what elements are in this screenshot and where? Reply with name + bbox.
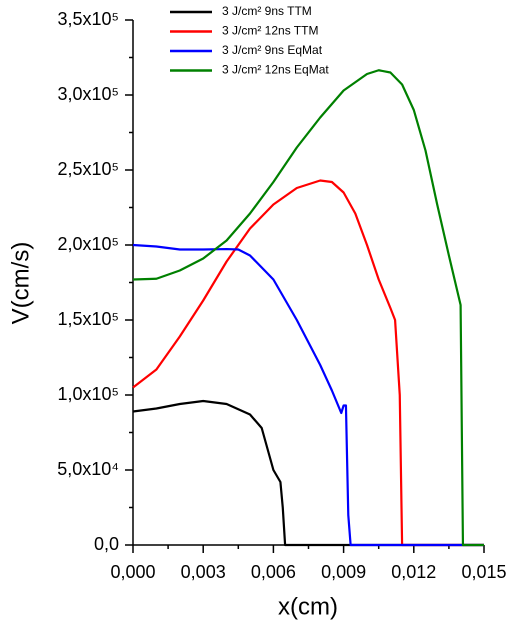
y-tick-label: 5,0x10⁴ xyxy=(57,459,119,479)
x-tick-label: 0,009 xyxy=(321,562,366,582)
y-tick-label: 3,0x10⁵ xyxy=(57,84,119,104)
x-tick-label: 0,000 xyxy=(110,562,155,582)
legend-label: 3 J/cm² 12ns TTM xyxy=(222,24,318,38)
y-tick-label: 1,0x10⁵ xyxy=(57,384,119,404)
series-line xyxy=(132,399,484,547)
y-tick-label: 0,0 xyxy=(94,534,119,554)
x-tick-label: 0,003 xyxy=(181,562,226,582)
y-axis-title: V(cm/s) xyxy=(7,242,34,325)
y-tick-label: 3,5x10⁵ xyxy=(57,9,119,29)
series-line xyxy=(132,179,484,547)
y-tick-label: 2,5x10⁵ xyxy=(57,159,119,179)
legend-label: 3 J/cm² 9ns TTM xyxy=(222,4,312,18)
series-line xyxy=(132,243,484,547)
x-tick-label: 0,015 xyxy=(461,562,506,582)
x-axis-title: x(cm) xyxy=(278,593,338,620)
x-tick-label: 0,006 xyxy=(251,562,296,582)
x-tick-label: 0,012 xyxy=(391,562,436,582)
legend-label: 3 J/cm² 12ns EqMat xyxy=(222,63,329,77)
series-line xyxy=(132,69,484,547)
y-tick-label: 2,0x10⁵ xyxy=(57,234,119,254)
legend-label: 3 J/cm² 9ns EqMat xyxy=(222,43,323,57)
y-tick-label: 1,5x10⁵ xyxy=(57,309,119,329)
